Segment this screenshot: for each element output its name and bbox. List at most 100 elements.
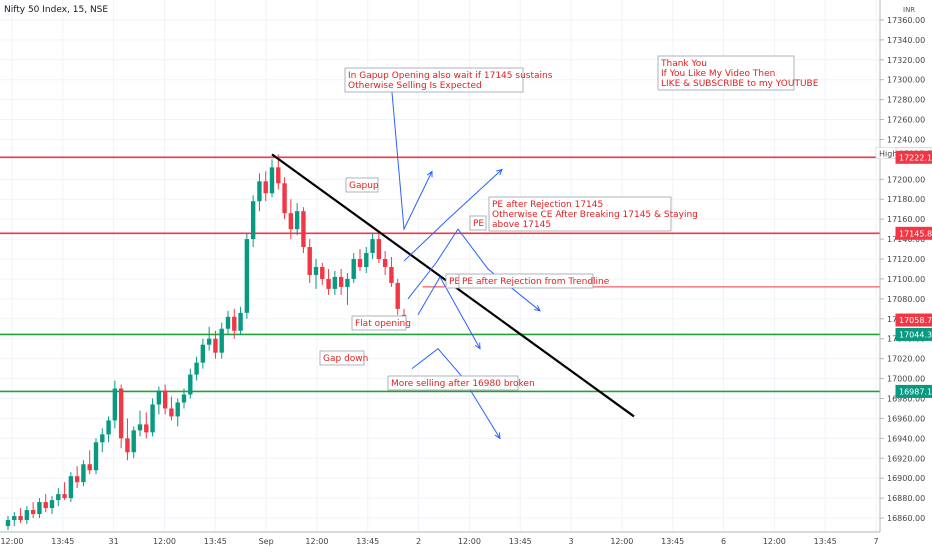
gap-down-label-text: Gap down [323,354,368,364]
time-axis-bg [0,532,932,550]
y-tick-label: 17100.00 [887,275,925,284]
candle-body [43,502,48,509]
x-tick-label: 13:45 [509,537,532,546]
x-tick-label: 13:45 [661,537,684,546]
candle-body [74,476,80,483]
x-tick-label: 6 [721,537,726,546]
x-tick-label: 13:45 [204,537,227,546]
y-tick-label: 16960.00 [887,414,925,423]
price-tag-label: 16987.10 [899,387,932,396]
candle-body [56,494,61,501]
arrow-head [494,432,501,440]
y-tick-label: 16880.00 [887,494,925,503]
high-label: High [879,150,897,159]
candle-body [225,316,231,329]
y-tick-label: 16900.00 [887,474,925,483]
candle-body [232,316,237,331]
x-tick-label: 12:00 [458,537,481,546]
candle-body [213,338,218,353]
price-tag [895,226,932,240]
y-tick-label: 17260.00 [887,116,925,125]
x-tick-label: 3 [569,537,574,546]
y-tick-label: 17120.00 [887,255,925,264]
pe-rejection-note-text: above 17145 [492,220,551,230]
price-axis: 17360.00 17340.00 17320.00 17300.00 17280.00… [875,0,932,550]
candle-body [131,430,136,453]
candle-body [118,388,124,439]
candle-body [307,247,312,275]
candle-body [68,476,74,499]
more-selling-label-box [387,375,519,391]
y-tick-label: 17180.00 [887,195,925,204]
price-tag [895,384,932,398]
candle-body [357,259,363,267]
candle-body [244,239,250,313]
pe-rejection-note-text: Otherwise CE After Breaking 17145 & Stay… [492,210,698,220]
pe-trendline-note-box [458,273,594,289]
projection-arrow [417,275,481,349]
candle-body [12,516,17,521]
projection-arrow [389,69,433,231]
arrow-head [496,168,503,176]
candle-body [24,510,30,521]
candle-body [106,420,111,435]
candle-body [144,424,149,433]
candle-body [49,500,55,509]
candle-body [320,266,325,279]
candle-body [294,211,300,230]
y-tick-label: 17080.00 [887,295,925,304]
arrow-head [534,305,541,312]
candle-body [301,211,306,248]
flat-opening-label-box [351,315,407,331]
x-tick-label: 12:00 [153,537,176,546]
x-tick-label: Sep [259,537,274,546]
candle-body [257,181,262,202]
currency-label: INR [903,6,915,14]
candle-body [326,278,331,289]
candle-body [200,344,206,363]
grid [0,0,880,532]
candle-body [351,259,356,279]
pe-rejection-note-text: PE after Rejection 17145 [492,200,603,210]
candle-body [345,278,350,287]
y-tick-label: 16860.00 [887,514,925,523]
pe-trendline-note-text: PE after Rejection from Trendline [462,277,610,287]
arrow-head [474,342,481,350]
gapup-label-box [345,177,379,193]
arrow-head [426,170,433,178]
y-tick-label: 17300.00 [887,76,925,85]
candle-body [364,253,369,267]
annotations: In Gapup Opening also wait if 17145 sust… [319,55,819,391]
candle-body [250,201,256,240]
y-tick-label: 17320.00 [887,56,925,65]
candle-body [181,394,187,403]
gap-down-label-box [319,350,365,366]
candle-body [269,167,275,194]
gapup-note-text: In Gapup Opening also wait if 17145 sust… [348,71,553,81]
y-tick-label: 17000.00 [887,375,925,384]
candle-body [389,266,394,283]
y-tick-label: 17020.00 [887,355,925,364]
chart-title: Nifty 50 Index, 15, NSE [4,5,108,15]
y-tick-label: 17340.00 [887,36,925,45]
candle-body [188,374,193,395]
projection-arrow [411,347,501,439]
y-tick-label: 17200.00 [887,175,925,184]
candle-body [30,510,36,515]
candle-body [376,239,382,260]
x-tick-label: 13:45 [814,537,837,546]
thanks-note-text: If You Like My Video Then [661,69,775,79]
gapup-note-text: Otherwise Selling Is Expected [348,81,482,91]
price-tag [895,150,932,164]
pe-trendline-tag-text: PE [449,277,460,287]
x-tick-label: 13:45 [51,537,74,546]
time-axis: 12:00 13:45 31 12:00 13:45 Sep 12:00 13:45 2 12:0… [0,531,932,550]
candle-body [175,402,180,417]
candle-body [276,167,281,184]
candle-body [150,404,155,433]
candle-body [282,183,287,214]
x-tick-label: 12:00 [610,537,633,546]
candle-body [156,390,162,405]
